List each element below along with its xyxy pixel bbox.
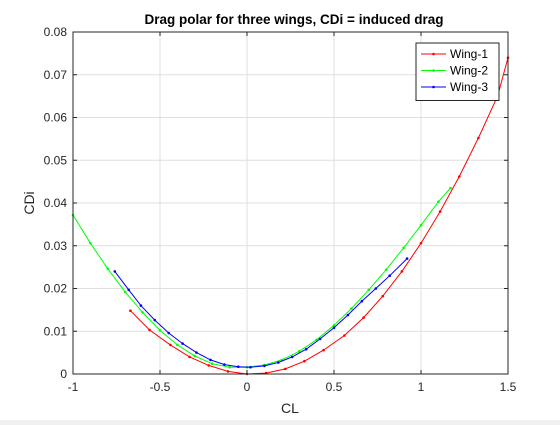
data-point bbox=[381, 294, 385, 298]
y-tick-label: 0.07 bbox=[44, 68, 68, 82]
legend-label: Wing-3 bbox=[450, 80, 488, 94]
data-point bbox=[322, 348, 325, 352]
y-axis-title: CDi bbox=[21, 191, 37, 214]
data-point bbox=[297, 350, 301, 353]
data-point bbox=[458, 175, 461, 178]
data-point bbox=[343, 334, 346, 337]
data-point bbox=[303, 359, 306, 363]
data-point bbox=[127, 288, 130, 292]
data-point bbox=[249, 365, 252, 369]
y-tick-label: 0.04 bbox=[44, 196, 68, 210]
data-point bbox=[153, 318, 157, 322]
series-line bbox=[114, 258, 408, 368]
data-point bbox=[263, 364, 266, 368]
legend-marker bbox=[432, 85, 435, 89]
data-point bbox=[176, 343, 179, 347]
data-point bbox=[350, 307, 353, 310]
series-wing-1 bbox=[129, 56, 510, 376]
legend-label: Wing-1 bbox=[450, 47, 488, 61]
data-point bbox=[167, 331, 170, 335]
data-point bbox=[209, 358, 212, 362]
legend: Wing-1 Wing-2 Wing-3 bbox=[415, 42, 500, 101]
y-tick-label: 0.05 bbox=[44, 153, 68, 167]
data-point bbox=[405, 257, 409, 260]
data-point bbox=[374, 287, 378, 290]
data-point bbox=[400, 270, 404, 273]
data-point bbox=[106, 267, 110, 271]
y-tick-label: 0.08 bbox=[44, 25, 68, 39]
data-point bbox=[210, 362, 214, 366]
data-point bbox=[181, 342, 184, 345]
data-point bbox=[332, 326, 336, 330]
data-point bbox=[188, 355, 191, 359]
data-point bbox=[158, 329, 162, 332]
data-point bbox=[193, 354, 197, 358]
series-layer bbox=[71, 56, 510, 376]
legend-marker bbox=[432, 52, 435, 56]
y-tick-label: 0.02 bbox=[44, 282, 68, 296]
data-point bbox=[237, 365, 240, 369]
data-point bbox=[332, 324, 336, 327]
data-point bbox=[419, 241, 423, 245]
data-point bbox=[226, 370, 230, 373]
data-point bbox=[384, 268, 388, 272]
data-point bbox=[304, 347, 308, 351]
series-wing-3 bbox=[113, 257, 409, 369]
data-point bbox=[169, 343, 172, 347]
data-point bbox=[477, 136, 480, 140]
data-point bbox=[360, 300, 364, 303]
data-point bbox=[367, 288, 371, 292]
data-point bbox=[113, 270, 117, 273]
x-axis-title: CL bbox=[281, 400, 299, 416]
x-tick-label: 0.5 bbox=[326, 380, 343, 394]
data-point bbox=[228, 365, 231, 369]
data-point bbox=[362, 316, 365, 319]
data-point bbox=[346, 313, 350, 317]
y-tick-label: 0.03 bbox=[44, 239, 68, 253]
chart-title: Drag polar for three wings, CDi = induce… bbox=[145, 12, 444, 27]
data-point bbox=[284, 367, 287, 371]
x-tick-label: 1 bbox=[418, 380, 425, 394]
data-point bbox=[129, 309, 132, 313]
ticks bbox=[72, 31, 509, 375]
legend-item: Wing-1 bbox=[421, 47, 488, 61]
data-point bbox=[277, 361, 280, 364]
data-point bbox=[437, 200, 440, 203]
data-point bbox=[438, 210, 442, 213]
legend-item: Wing-3 bbox=[421, 80, 488, 94]
y-tick-label: 0.06 bbox=[44, 111, 68, 125]
y-tick-label: 0.01 bbox=[44, 324, 68, 338]
data-point bbox=[139, 304, 143, 307]
data-point bbox=[148, 328, 151, 332]
data-point bbox=[223, 363, 226, 366]
data-point bbox=[419, 223, 423, 227]
x-tick-label: -1 bbox=[68, 380, 79, 394]
legend-box bbox=[415, 42, 500, 101]
data-point bbox=[290, 355, 294, 359]
data-point bbox=[89, 241, 92, 245]
data-point bbox=[449, 186, 452, 190]
x-tick-label: 1.5 bbox=[500, 380, 517, 394]
data-point bbox=[141, 311, 144, 314]
legend-item: Wing-2 bbox=[421, 64, 488, 78]
data-point bbox=[195, 351, 198, 354]
legend-marker bbox=[432, 69, 435, 72]
y-tick-label: 0 bbox=[60, 367, 67, 381]
data-point bbox=[388, 274, 392, 278]
tick-labels: -1 -0.5 0 0.5 1 1.5 0 0.01 0.02 0.03 0.04 0.05 0.06 0… bbox=[44, 25, 517, 394]
data-point bbox=[207, 364, 210, 367]
legend-label: Wing-2 bbox=[450, 64, 488, 78]
x-tick-label: -0.5 bbox=[150, 380, 171, 394]
data-point bbox=[318, 337, 322, 341]
x-tick-label: 0 bbox=[244, 380, 251, 394]
data-point bbox=[123, 290, 127, 294]
data-point bbox=[402, 246, 405, 250]
